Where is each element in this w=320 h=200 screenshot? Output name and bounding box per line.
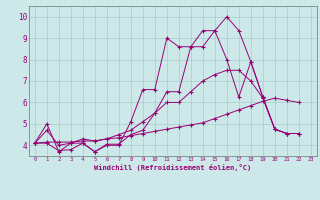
X-axis label: Windchill (Refroidissement éolien,°C): Windchill (Refroidissement éolien,°C) [94,164,252,171]
